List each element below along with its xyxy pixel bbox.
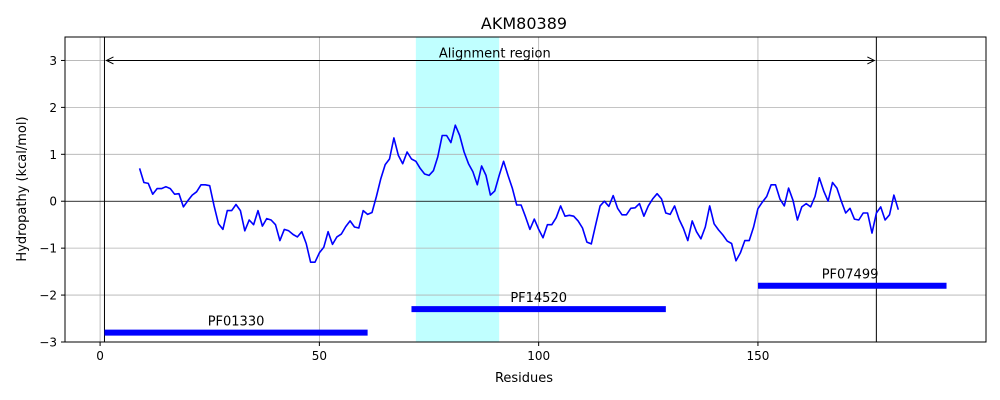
x-axis-label: Residues (495, 371, 553, 386)
highlight-region (415, 37, 500, 342)
plot-frame (64, 36, 987, 343)
y-tick-label: −3 (39, 336, 57, 350)
x-tick-label: 0 (96, 349, 104, 363)
y-tick-label: 1 (49, 148, 57, 162)
alignment-region-label: Alignment region (439, 46, 551, 61)
y-tick-label: 0 (49, 195, 57, 209)
domain-label-pf14520: PF14520 (510, 291, 567, 306)
alignment-arrow-left-head (105, 56, 114, 65)
alignment-arrow-right-head (867, 56, 876, 65)
x-tick-label: 150 (746, 349, 769, 363)
y-tick-label: 3 (49, 54, 57, 68)
chart-title: AKM80389 (481, 14, 567, 33)
y-tick-label: 2 (49, 101, 57, 115)
hydropathy-line (138, 124, 900, 264)
x-tick-label: 50 (312, 349, 327, 363)
y-tick-label: −1 (39, 242, 57, 256)
y-axis-label: Hydropathy (kcal/mol) (15, 116, 30, 261)
domain-label-pf01330: PF01330 (208, 315, 265, 330)
y-tick-label: −2 (39, 289, 57, 303)
x-tick-label: 100 (527, 349, 550, 363)
domain-label-pf07499: PF07499 (822, 268, 879, 283)
